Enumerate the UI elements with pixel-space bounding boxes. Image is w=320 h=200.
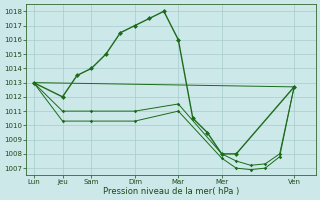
X-axis label: Pression niveau de la mer( hPa ): Pression niveau de la mer( hPa ) xyxy=(103,187,239,196)
